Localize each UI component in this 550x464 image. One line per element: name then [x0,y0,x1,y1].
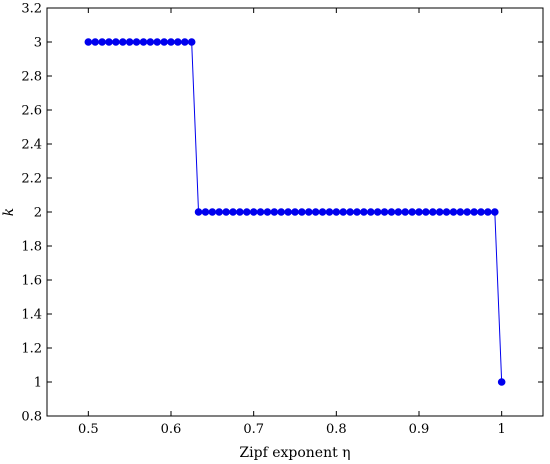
data-point [360,208,368,216]
y-tick-label: 2.2 [21,172,42,187]
data-point [243,208,251,216]
y-tick-label: 2.8 [21,70,42,85]
data-point [132,38,141,46]
data-point [98,38,106,46]
data-point [463,208,471,216]
x-tick-label: 0.5 [78,422,99,437]
y-tick-label: 0.8 [21,410,42,425]
data-point [187,38,196,46]
y-tick-label: 3 [34,36,42,51]
data-point [181,38,189,46]
data-point [318,208,327,216]
data-point [139,38,148,46]
data-point [298,208,306,216]
data-point [284,208,292,216]
data-point [160,38,168,46]
data-point [415,208,423,216]
ticks-layer: 0.5 0.6 0.7 0.8 0.9 1 0.8 1 1.2 1.4 1.6 1.8 2 2.2 2.4 2… [21,2,543,437]
y-tick-label: 2 [34,206,42,221]
data-point [477,208,485,216]
data-point [91,38,99,46]
data-point [201,208,210,216]
data-point [277,208,285,216]
x-tick-label: 0.7 [243,422,264,437]
data-point [256,208,265,216]
data-point [105,38,113,46]
x-tick-label: 0.6 [161,422,182,437]
data-point [429,208,437,216]
data-point [112,38,120,46]
y-tick-label: 3.2 [21,2,42,17]
data-point [339,208,347,216]
data-point [373,208,382,216]
data-point [367,208,375,216]
data-point [194,208,203,216]
x-tick-label: 0.9 [409,422,430,437]
data-point [311,208,320,216]
data-point [497,378,506,386]
data-point [442,208,451,216]
data-point [229,208,237,216]
data-point [353,208,361,216]
x-tick-label: 0.8 [326,422,347,437]
y-tick-label: 1.6 [21,274,42,289]
data-point [346,208,354,216]
data-point [422,208,430,216]
data-point [215,208,223,216]
data-point [401,208,409,216]
data-point [153,38,161,46]
data-point [84,38,93,46]
plot-frame [46,7,544,417]
y-tick-label: 2.6 [21,104,42,119]
data-point [435,208,444,216]
data-point [291,208,299,216]
data-point [119,38,127,46]
data-point [387,208,396,216]
data-point [236,208,244,216]
data-point [332,208,341,216]
data-point [470,208,478,216]
data-point [449,208,458,216]
data-point [146,38,155,46]
y-tick-label: 1 [34,376,42,391]
data-point [456,208,465,216]
y-axis-title: k [1,208,17,216]
data-point [408,208,416,216]
y-tick-label: 1.4 [21,308,42,323]
x-axis-title: Zipf exponent η [239,445,350,461]
data-point [270,208,279,216]
data-point [325,208,334,216]
data-point [305,208,313,216]
data-point [263,208,272,216]
series-layer [84,38,506,386]
x-tick-label: 1 [498,422,506,437]
data-point [394,208,403,216]
data-point [249,208,258,216]
data-point [208,208,217,216]
data-point [222,208,230,216]
data-point [167,38,175,46]
data-point [174,38,182,46]
data-point [125,38,134,46]
data-point [491,208,499,216]
data-point [484,208,492,216]
y-tick-label: 2.4 [21,138,42,153]
y-tick-label: 1.8 [21,240,42,255]
y-tick-label: 1.2 [21,342,42,357]
data-point [380,208,389,216]
